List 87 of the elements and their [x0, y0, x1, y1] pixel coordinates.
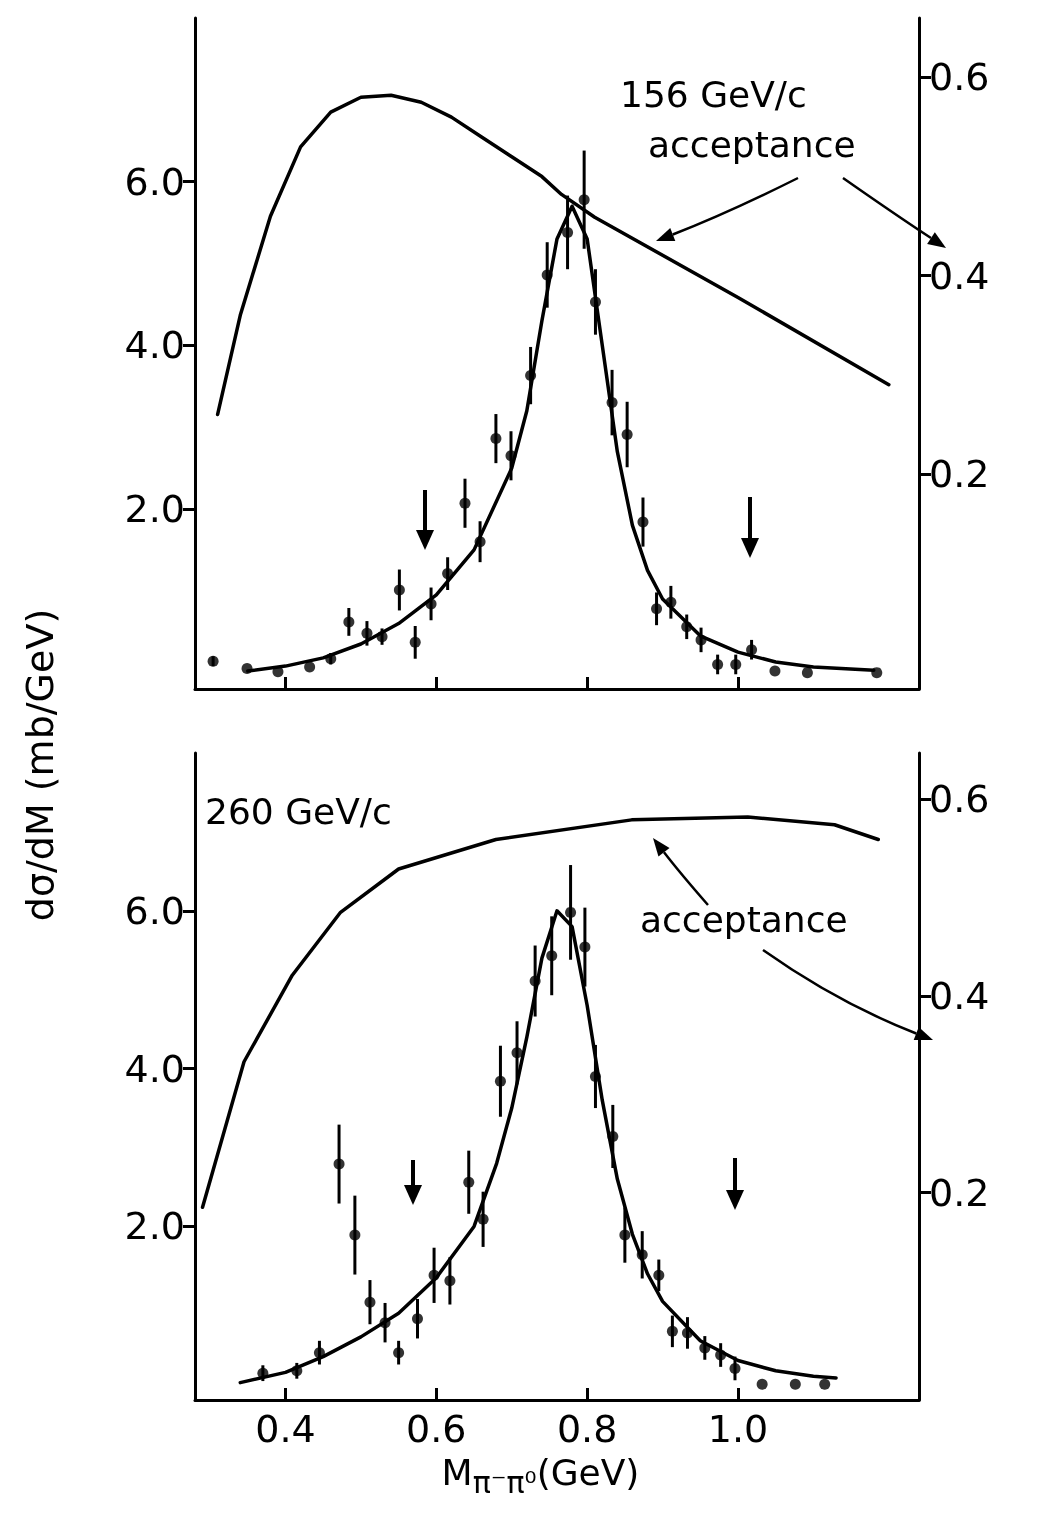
point — [411, 1313, 423, 1325]
point — [304, 661, 316, 673]
point — [665, 596, 677, 608]
annotation: 156 GeV/c — [620, 73, 807, 115]
point — [746, 644, 758, 656]
point — [819, 1378, 831, 1390]
point — [578, 194, 590, 206]
y-tick-label: 4.0 — [124, 1046, 185, 1091]
point — [801, 667, 813, 679]
point — [291, 1365, 303, 1377]
point — [579, 941, 591, 953]
y-axis-title: dσ/dM (mb/GeV) — [18, 608, 62, 922]
point — [207, 655, 219, 667]
point — [325, 653, 337, 665]
point — [715, 1349, 727, 1361]
point — [666, 1325, 678, 1337]
point — [562, 226, 574, 238]
point — [333, 1158, 345, 1170]
annotation: acceptance — [648, 123, 856, 165]
point — [871, 667, 883, 679]
point — [541, 269, 553, 281]
point — [606, 397, 618, 409]
point — [409, 636, 421, 648]
y-tick-label: 6.0 — [124, 159, 185, 204]
point — [607, 1130, 619, 1142]
point — [393, 1347, 405, 1359]
point — [313, 1347, 325, 1359]
point — [729, 1362, 741, 1374]
point — [379, 1317, 391, 1329]
point — [621, 429, 633, 441]
y2-tick-label: 0.4 — [929, 973, 990, 1018]
y-tick-label: 6.0 — [124, 888, 185, 933]
x-tick-label: 0.8 — [556, 1407, 618, 1451]
point — [565, 906, 577, 918]
point — [490, 433, 502, 445]
point — [505, 450, 517, 462]
point — [789, 1378, 801, 1390]
point — [343, 616, 355, 628]
x-tick-label: 0.4 — [255, 1407, 316, 1451]
point — [525, 370, 537, 382]
point — [651, 603, 663, 615]
point — [442, 568, 454, 580]
point — [459, 497, 471, 509]
point — [425, 598, 437, 610]
point — [511, 1047, 523, 1059]
point — [637, 516, 649, 528]
point — [681, 621, 693, 633]
point — [474, 536, 486, 548]
point — [712, 658, 724, 670]
point — [463, 1176, 475, 1188]
point — [477, 1213, 489, 1225]
x-tick-label: 1.0 — [707, 1407, 769, 1451]
point — [653, 1269, 665, 1281]
point — [589, 1071, 601, 1082]
point — [619, 1229, 631, 1241]
point — [730, 658, 742, 670]
point — [529, 975, 541, 987]
point — [364, 1296, 376, 1308]
y-tick-label: 2.0 — [124, 1204, 185, 1249]
annotation: acceptance — [640, 898, 848, 940]
y2-tick-label: 0.6 — [929, 55, 990, 100]
point — [769, 665, 781, 677]
y-tick-label: 2.0 — [124, 486, 185, 531]
point — [681, 1327, 693, 1339]
y2-tick-label: 0.2 — [929, 1170, 990, 1215]
x-axis-title: M$_{π⁻π⁰}$(GeV) — [441, 1452, 640, 1501]
point — [546, 950, 558, 962]
point — [444, 1275, 456, 1287]
point — [699, 1342, 711, 1354]
x-tick-label: 0.6 — [406, 1407, 467, 1451]
point — [241, 663, 253, 675]
y2-tick-label: 0.2 — [929, 451, 990, 496]
point — [756, 1378, 768, 1390]
point — [428, 1269, 440, 1281]
point — [361, 627, 373, 639]
point — [257, 1367, 269, 1379]
y2-tick-label: 0.6 — [929, 777, 990, 822]
point — [376, 631, 388, 643]
point — [636, 1249, 648, 1261]
annotation: 260 GeV/c — [205, 790, 392, 832]
y2-tick-label: 0.4 — [929, 253, 990, 298]
point — [494, 1075, 506, 1087]
point — [695, 634, 707, 646]
y-tick-label: 4.0 — [124, 323, 185, 368]
point — [393, 584, 405, 596]
point — [349, 1229, 361, 1241]
point — [589, 296, 601, 308]
